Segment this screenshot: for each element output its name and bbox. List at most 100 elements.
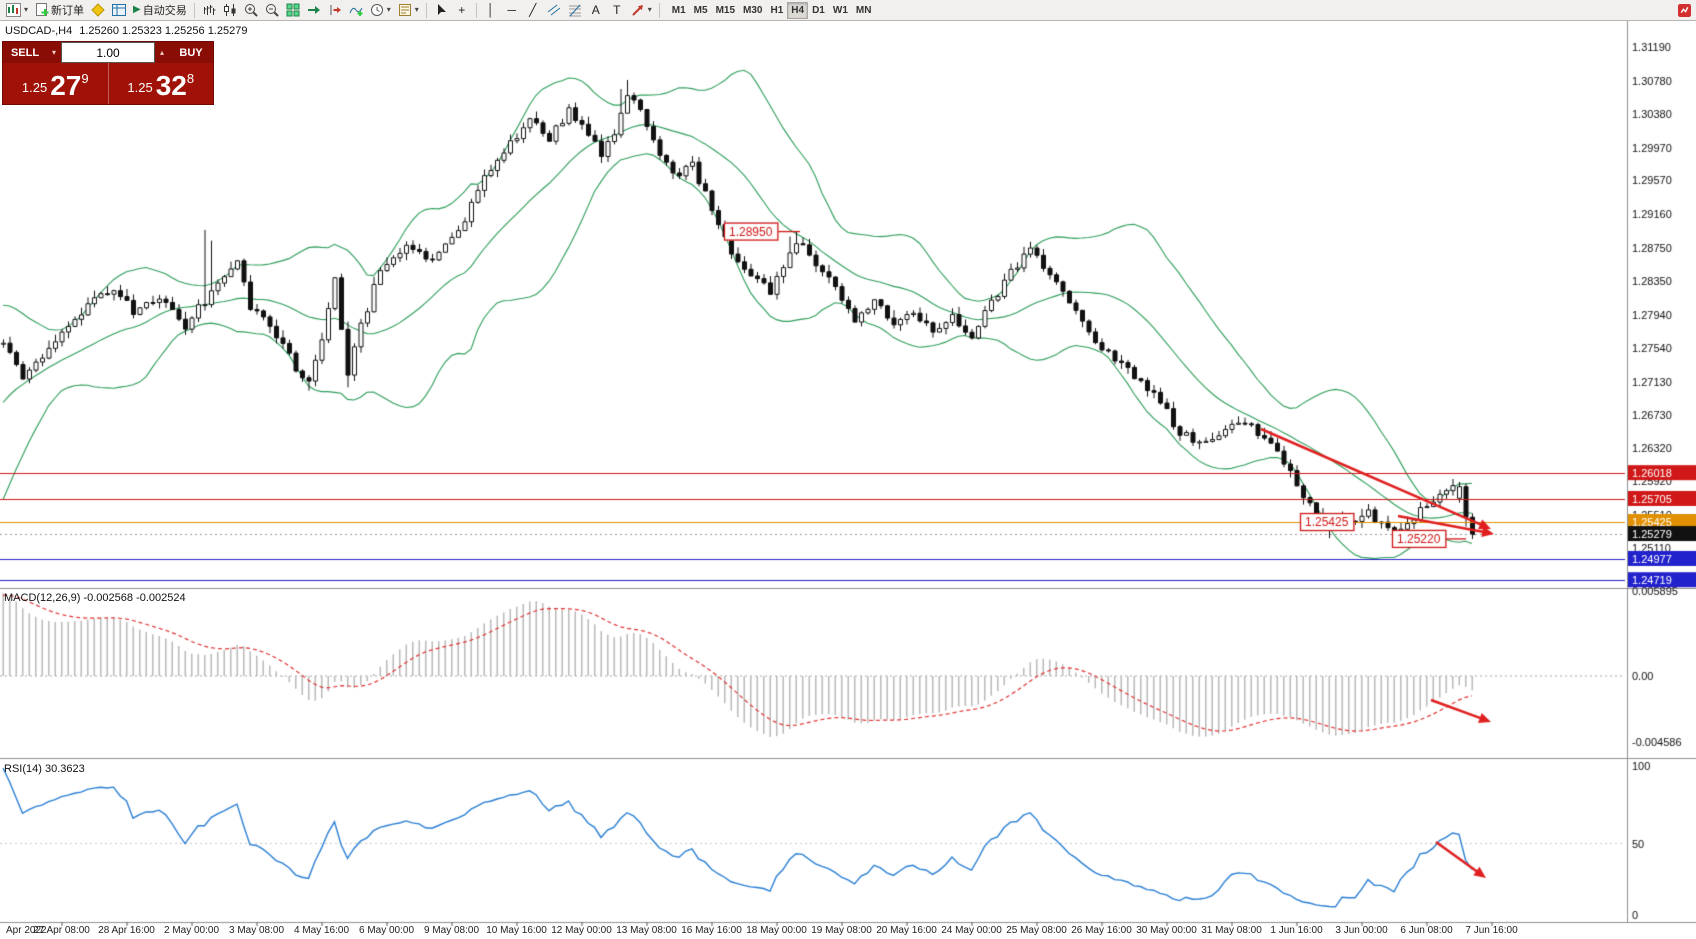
sell-price-handle: 1.25 (21, 80, 48, 95)
trendline-button[interactable]: ╱ (523, 1, 543, 19)
crosshair-button[interactable]: + (452, 1, 472, 19)
macd-indicator-label: MACD(12,26,9) -0.002568 -0.002524 (4, 592, 186, 604)
trade-widget-controls: SELL ▾ ▴ BUY (3, 42, 213, 63)
buy-price-pips: 32 (155, 70, 187, 101)
horizontal-line-button[interactable]: ─ (502, 1, 522, 19)
chevron-down-icon: ▾ (386, 5, 391, 14)
metaeditor-button[interactable] (88, 1, 108, 19)
new-order-button[interactable]: 新订单 (32, 1, 87, 19)
time-axis-label: 2 May 00:00 (163, 925, 220, 936)
arrow-tool-icon (632, 5, 643, 16)
trade-widget-divider (107, 63, 109, 104)
auto-scroll-button[interactable] (304, 1, 324, 19)
vertical-line-icon: │ (487, 3, 495, 17)
time-axis-label: 7 Jun 16:00 (1465, 925, 1518, 936)
clock-icon (370, 4, 383, 16)
time-axis-label: 27 Apr 08:00 (33, 925, 90, 936)
label-tool-icon: T (613, 3, 621, 17)
chevron-down-icon: ▾ (24, 5, 29, 14)
sell-button[interactable]: SELL (3, 42, 47, 63)
timeframe-m1-button[interactable]: M1 (668, 2, 690, 19)
timeframe-mn-button[interactable]: MN (852, 2, 876, 19)
new-chart-button[interactable]: ▾ (3, 1, 31, 19)
toolbar-separator (193, 2, 195, 18)
timeframe-m5-button[interactable]: M5 (690, 2, 712, 19)
indicators-button[interactable] (346, 1, 366, 19)
cursor-icon (437, 4, 446, 15)
autotrading-label: 自动交易 (142, 5, 187, 17)
time-axis-label: 6 May 00:00 (358, 925, 415, 936)
channel-icon (547, 4, 561, 16)
fibonacci-icon (568, 4, 581, 17)
timeframe-h4-button[interactable]: H4 (787, 1, 809, 19)
time-axis[interactable]: Apr 2022 27 Apr 08:00 28 Apr 16:00 2 May 00… (0, 924, 1696, 939)
horizontal-line-icon: ─ (507, 3, 516, 17)
auto-scroll-icon (307, 6, 320, 14)
timeframe-toolbar: M1 M5 M15 M30 H1 H4 D1 W1 MN (668, 1, 876, 19)
sell-price-pips: 27 (50, 70, 82, 101)
timeframe-m30-button[interactable]: M30 (739, 2, 766, 19)
rsi-indicator-label: RSI(14) 30.3623 (4, 763, 85, 775)
label-tool-button[interactable]: T (607, 1, 627, 19)
periods-button[interactable]: ▾ (367, 1, 394, 19)
main-toolbar: ▾ 新订单 ▶ 自动交易 (0, 0, 1696, 21)
candlestick-chart-button[interactable] (220, 1, 240, 19)
time-axis-label: 10 May 16:00 (486, 925, 547, 936)
buy-price[interactable]: 1.25 32 8 (109, 63, 214, 104)
channel-button[interactable] (544, 1, 564, 19)
time-axis-label: 16 May 16:00 (681, 925, 742, 936)
time-axis-label: 18 May 00:00 (746, 925, 807, 936)
chart-shift-button[interactable] (325, 1, 345, 19)
bar-chart-button[interactable] (199, 1, 219, 19)
time-axis-label: 20 May 16:00 (876, 925, 937, 936)
timeframe-d1-button[interactable]: D1 (808, 2, 829, 19)
new-order-label: 新订单 (51, 5, 85, 17)
zoom-out-button[interactable] (262, 1, 282, 19)
zoom-out-icon (265, 4, 279, 17)
fibonacci-button[interactable] (565, 1, 585, 19)
vertical-line-button[interactable]: │ (481, 1, 501, 19)
one-click-trading-widget: SELL ▾ ▴ BUY 1.25 27 9 1.25 32 8 (2, 41, 214, 105)
symbol-period-label: USDCAD-,H4 (5, 25, 73, 37)
time-axis-label: 30 May 00:00 (1136, 925, 1197, 936)
timeframe-m15-button[interactable]: M15 (712, 2, 739, 19)
text-tool-button[interactable]: A (586, 1, 606, 19)
bar-chart-icon (203, 5, 216, 15)
play-icon: ▶ (133, 4, 141, 15)
new-chart-icon (6, 3, 21, 17)
zoom-in-button[interactable] (241, 1, 261, 19)
autotrading-button[interactable]: ▶ 自动交易 (130, 1, 190, 19)
toolbar-separator (425, 2, 427, 18)
time-axis-label: 4 May 16:00 (293, 925, 350, 936)
candlestick-icon (223, 4, 236, 16)
tile-windows-button[interactable] (283, 1, 303, 19)
crosshair-icon: + (458, 3, 466, 17)
time-axis-label: 28 Apr 16:00 (98, 925, 155, 936)
chevron-down-icon: ▾ (414, 5, 419, 14)
timeframe-h1-button[interactable]: H1 (766, 2, 787, 19)
time-axis-label: 3 Jun 00:00 (1335, 925, 1388, 936)
chevron-down-icon: ▾ (647, 5, 652, 14)
volume-increase-button[interactable]: ▴ (155, 42, 169, 63)
toolbar-separator (658, 2, 660, 18)
templates-button[interactable]: ▾ (395, 1, 422, 19)
zoom-in-icon (244, 4, 258, 17)
data-window-button[interactable] (109, 1, 129, 19)
chart-shift-icon (330, 5, 341, 15)
notification-button[interactable] (1676, 2, 1693, 19)
cursor-button[interactable] (431, 1, 451, 19)
tile-windows-icon (286, 3, 300, 17)
time-axis-label: 6 Jun 08:00 (1400, 925, 1453, 936)
buy-button[interactable]: BUY (169, 42, 213, 63)
indicators-icon (349, 7, 363, 16)
trade-widget-prices: 1.25 27 9 1.25 32 8 (3, 63, 213, 104)
volume-input[interactable] (61, 42, 155, 63)
volume-decrease-button[interactable]: ▾ (47, 42, 61, 63)
sell-price[interactable]: 1.25 27 9 (3, 63, 108, 104)
new-order-icon (36, 3, 49, 16)
time-axis-label: Apr 2022 (6, 925, 47, 936)
timeframe-w1-button[interactable]: W1 (829, 2, 852, 19)
chart-ohlc-header: USDCAD-,H4 1.25260 1.25323 1.25256 1.2527… (5, 25, 254, 37)
arrows-tool-button[interactable]: ▾ (628, 1, 655, 19)
